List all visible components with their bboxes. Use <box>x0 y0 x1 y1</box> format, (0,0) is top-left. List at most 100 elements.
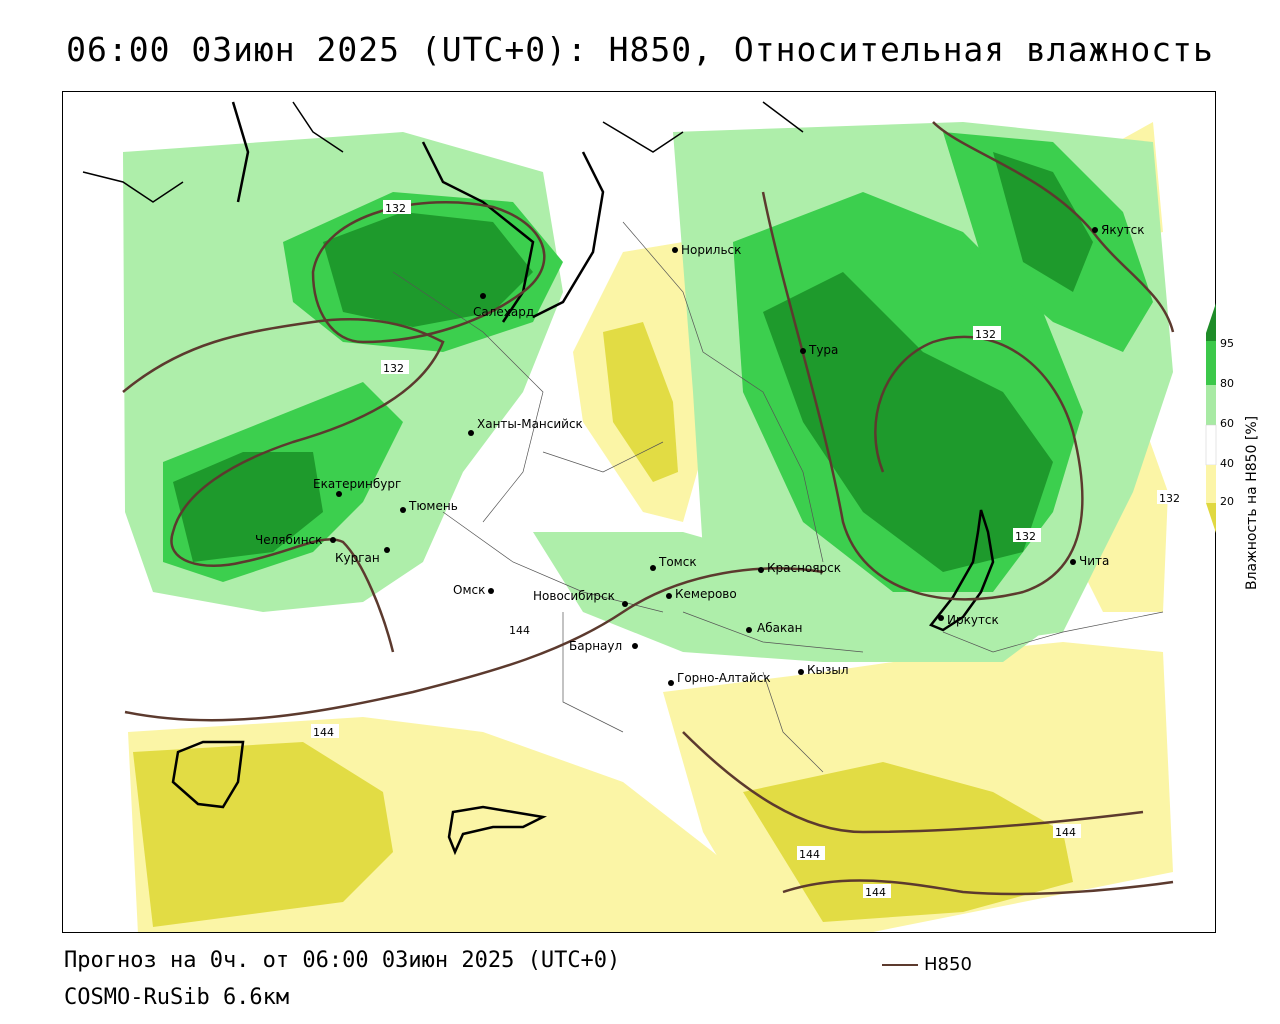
city-label-novosibirsk: Новосибирск <box>533 589 615 603</box>
contour-label: 132 <box>975 328 996 341</box>
contour-label-box <box>381 360 409 374</box>
legend-band-80 <box>1206 341 1216 385</box>
legend-tick-80: 80 <box>1220 377 1234 390</box>
cities: Норильск Якутск Салехард Тура Ханты-Манс… <box>255 223 1145 686</box>
contour-label: 144 <box>509 624 530 637</box>
contour-label-box <box>383 200 411 214</box>
contour-132-east <box>761 191 1084 601</box>
city-dot-norilsk[interactable] <box>672 247 678 253</box>
city-dot-tomsk[interactable] <box>650 565 656 571</box>
city-dot-irkutsk[interactable] <box>938 615 944 621</box>
city-dot-chita[interactable] <box>1070 559 1076 565</box>
legend-tick-95: 95 <box>1220 337 1234 350</box>
legend-band-20 <box>1206 465 1216 503</box>
legend-tick-60: 60 <box>1220 417 1234 430</box>
legend-tick-20: 20 <box>1220 495 1234 508</box>
city-label-gorno: Горно-Алтайск <box>677 671 771 685</box>
contour-line-swatch <box>882 963 918 966</box>
lake-baikal <box>929 509 995 632</box>
map-panel[interactable]: 132 132 132 132 132 144 144 144 144 144 … <box>62 91 1216 933</box>
contour-label-box <box>1013 528 1041 542</box>
city-label-abakan: Абакан <box>757 621 802 635</box>
legend-axis-label: Влажность на H850 [%] <box>1244 415 1260 590</box>
city-label-ekb: Екатеринбург <box>313 477 401 491</box>
contour-label: 144 <box>1055 826 1076 839</box>
legend-band-40 <box>1205 424 1217 466</box>
city-dot-barnaul[interactable] <box>632 643 638 649</box>
moist-zone-dark-ural <box>173 452 323 562</box>
coastline-kara-sea <box>231 101 605 323</box>
contour-label: 144 <box>865 886 886 899</box>
city-dot-abakan[interactable] <box>746 627 752 633</box>
legend-band-95 <box>1206 333 1216 341</box>
contour-label-box <box>863 884 891 898</box>
contour-label: 144 <box>799 848 820 861</box>
region-borders <box>392 221 1164 773</box>
map-title: 06:00 03июн 2025 (UTC+0): H850, Относите… <box>66 30 1214 69</box>
contour-label-box <box>507 622 535 636</box>
legend-band-60 <box>1206 385 1216 425</box>
coastline-north <box>82 101 804 203</box>
contour-label: 132 <box>385 202 406 215</box>
contour-line-legend: H850 <box>882 954 972 975</box>
contour-144-bottom <box>782 879 1174 896</box>
contour-label: 132 <box>383 362 404 375</box>
city-label-norilsk: Норильск <box>681 243 741 257</box>
contour-label-box <box>973 326 1001 340</box>
city-dot-khanty[interactable] <box>468 430 474 436</box>
moist-zone-dark-yamal <box>323 212 533 327</box>
humidity-map: 132 132 132 132 132 144 144 144 144 144 … <box>82 101 1185 932</box>
city-label-kemerovo: Кемерово <box>675 587 737 601</box>
contour-label: 132 <box>1015 530 1036 543</box>
city-dot-yakutsk[interactable] <box>1092 227 1098 233</box>
lake-aral <box>171 740 245 809</box>
city-dot-chelyabinsk[interactable] <box>330 537 336 543</box>
city-label-omsk: Омск <box>453 583 485 597</box>
city-dot-tyumen[interactable] <box>400 507 406 513</box>
city-dot-krasnoyarsk[interactable] <box>758 567 764 573</box>
city-dot-ekb[interactable] <box>336 491 342 497</box>
legend-bottom-arrow <box>1206 503 1216 533</box>
contour-label: 132 <box>1159 492 1180 505</box>
city-label-salekhard: Салехард <box>473 305 534 319</box>
contour-label-box <box>1053 824 1081 838</box>
city-label-chita: Чита <box>1079 554 1109 568</box>
city-label-yakutsk: Якутск <box>1101 223 1145 237</box>
contour-label-box <box>1157 490 1185 504</box>
city-dot-omsk[interactable] <box>488 588 494 594</box>
city-dot-salekhard[interactable] <box>480 293 486 299</box>
city-label-khanty: Ханты-Мансийск <box>477 417 583 431</box>
contour-label: 144 <box>313 726 334 739</box>
dry-zone-center-dark <box>603 322 678 482</box>
moist-zone-light-band <box>533 532 1043 662</box>
contour-labels: 132 132 132 132 132 144 144 144 144 144 <box>311 200 1185 899</box>
lake-balkhash <box>447 805 547 856</box>
city-label-irkutsk: Иркутск <box>947 613 999 627</box>
model-name: COSMO-RuSib 6.6км <box>64 985 290 1010</box>
contour-132-north <box>932 121 1175 333</box>
contour-144-southeast <box>682 731 1144 834</box>
city-label-chelyabinsk: Челябинск <box>255 533 322 547</box>
contour-label-box <box>311 724 339 738</box>
dry-zone-southwest-dark <box>133 742 393 927</box>
contour-label-box <box>797 846 825 860</box>
city-dot-novosibirsk[interactable] <box>622 601 628 607</box>
moist-zone-dark-tura <box>763 272 1053 572</box>
legend-top-arrow <box>1206 303 1216 333</box>
moist-zone-dark-northeast <box>993 152 1093 292</box>
contour-144-south <box>124 567 824 722</box>
forecast-info: Прогноз на 0ч. от 06:00 03июн 2025 (UTC+… <box>64 948 621 973</box>
contour-line-label: H850 <box>924 954 972 975</box>
city-label-tyumen: Тюмень <box>408 499 458 513</box>
legend-tick-40: 40 <box>1220 457 1234 470</box>
city-dot-kemerovo[interactable] <box>666 593 672 599</box>
city-label-krasnoyarsk: Красноярск <box>767 561 841 575</box>
city-label-kyzyl: Кызыл <box>807 663 849 677</box>
city-dot-kurgan[interactable] <box>384 547 390 553</box>
city-dot-kyzyl[interactable] <box>798 669 804 675</box>
city-label-tura: Тура <box>808 343 838 357</box>
city-label-barnaul: Барнаул <box>569 639 622 653</box>
city-dot-gorno[interactable] <box>668 680 674 686</box>
humidity-legend: 95 80 60 40 20 <box>1205 303 1234 533</box>
city-dot-tura[interactable] <box>800 348 806 354</box>
